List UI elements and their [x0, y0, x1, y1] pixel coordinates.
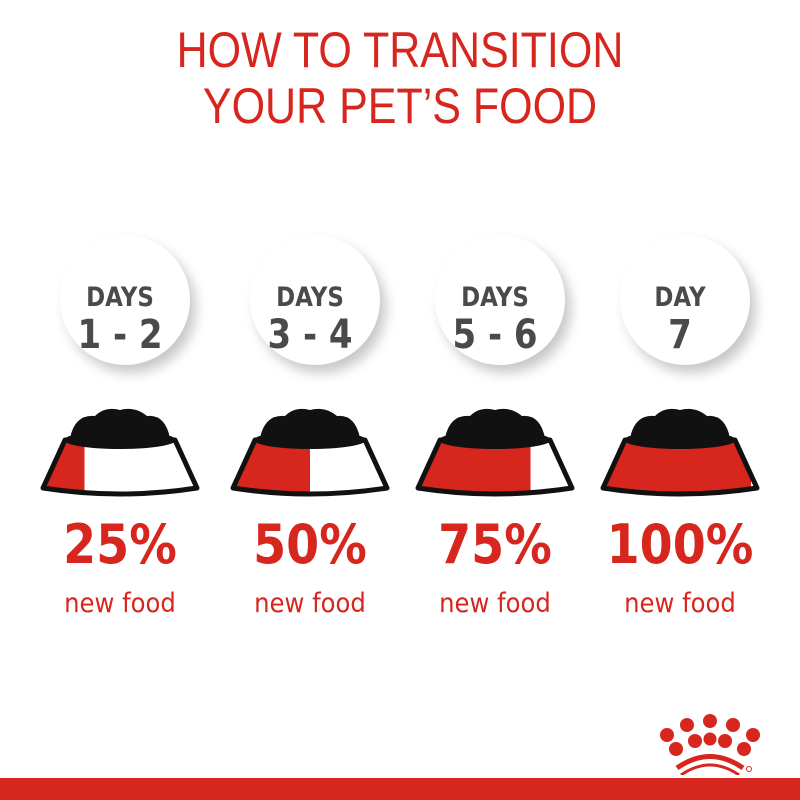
title-line-1: HOW TO TRANSITION	[176, 22, 624, 78]
title-line-2: YOUR PET’S FOOD	[202, 78, 598, 134]
transition-step: DAYS 3 - 4 50% new food	[215, 235, 405, 635]
day-range: DAYS 1 - 2	[25, 282, 215, 358]
transition-step: DAYS 1 - 2 25% new food	[25, 235, 215, 635]
day-badge	[620, 235, 750, 365]
day-badge	[435, 235, 565, 365]
food-bowl-icon	[600, 408, 760, 497]
caption: new food	[439, 588, 551, 619]
days-range: 5 - 6	[452, 312, 538, 358]
food-bowl-icon	[230, 408, 390, 497]
percent-new-food: 75%	[438, 513, 552, 576]
percent-new-food: 25%	[63, 513, 177, 576]
day-range: DAYS 5 - 6	[400, 282, 590, 358]
page-title: HOW TO TRANSITION YOUR PET’S FOOD	[56, 22, 744, 134]
day-badge	[250, 235, 380, 365]
new-food-fill	[603, 440, 751, 494]
percent-new-food: 50%	[253, 513, 367, 576]
bottom-brand-bar	[0, 778, 800, 800]
percent-new-food: 100%	[606, 513, 754, 576]
day-range: DAYS 3 - 4	[215, 282, 405, 358]
food-bowl-icon	[415, 408, 575, 497]
transition-step: DAY 7 100% new food	[585, 235, 775, 635]
caption: new food	[64, 588, 176, 619]
days-label: DAYS	[276, 282, 344, 313]
day-range: DAY 7	[585, 282, 775, 358]
days-label: DAY	[654, 282, 706, 313]
days-label: DAYS	[86, 282, 154, 313]
caption: new food	[254, 588, 366, 619]
transition-step: DAYS 5 - 6 75% new food	[400, 235, 590, 635]
day-badge	[60, 235, 190, 365]
days-range: 7	[668, 312, 692, 358]
crown-icon	[660, 714, 760, 775]
days-range: 1 - 2	[77, 312, 163, 358]
food-bowl-icon	[40, 408, 200, 497]
days-range: 3 - 4	[267, 312, 353, 358]
caption: new food	[624, 588, 736, 619]
days-label: DAYS	[461, 282, 529, 313]
